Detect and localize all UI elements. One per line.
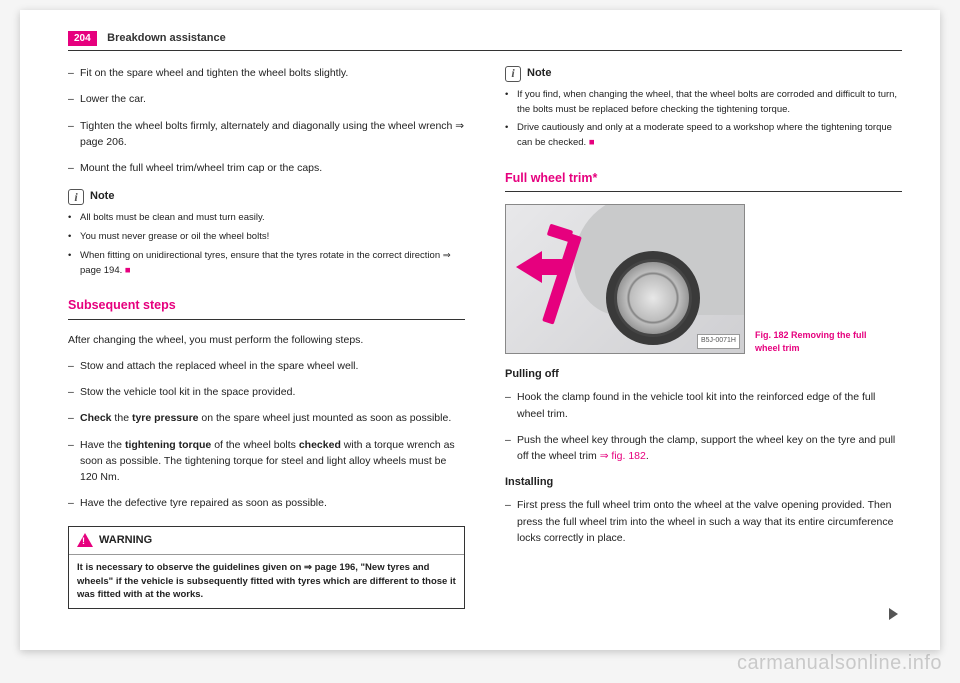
content-columns: – Fit on the spare wheel and tighten the… (68, 65, 902, 609)
left-column: – Fit on the spare wheel and tighten the… (68, 65, 465, 609)
dash-icon: – (68, 118, 80, 151)
bullet-icon: • (505, 88, 517, 117)
step-item: – Have the tightening torque of the whee… (68, 437, 465, 486)
page-title: Breakdown assistance (107, 32, 226, 44)
dash-icon: – (68, 160, 80, 176)
subheading: Pulling off (505, 366, 902, 383)
step-item: – Lower the car. (68, 91, 465, 107)
wheel-shape (614, 259, 692, 337)
bullet-icon: • (68, 230, 80, 245)
note-header: i Note (505, 65, 902, 82)
note-text: If you find, when changing the wheel, th… (517, 88, 902, 117)
step-item: – Push the wheel key through the clamp, … (505, 432, 902, 465)
step-text: Stow the vehicle tool kit in the space p… (80, 384, 295, 400)
dash-icon: – (505, 497, 517, 546)
note-text: When fitting on unidirectional tyres, en… (80, 249, 465, 278)
warning-label: WARNING (99, 532, 152, 549)
step-text: Tighten the wheel bolts firmly, alternat… (80, 118, 465, 151)
bullet-icon: • (68, 249, 80, 278)
warning-body: It is necessary to observe the guideline… (69, 555, 464, 608)
arrow-left-icon (516, 251, 542, 283)
step-item: – Stow and attach the replaced wheel in … (68, 358, 465, 374)
step-item: – Tighten the wheel bolts firmly, altern… (68, 118, 465, 151)
continue-arrow-icon (889, 608, 898, 620)
intro-text: After changing the wheel, you must perfo… (68, 332, 465, 348)
bullet-icon: • (505, 121, 517, 150)
step-item: – Stow the vehicle tool kit in the space… (68, 384, 465, 400)
step-text: Hook the clamp found in the vehicle tool… (517, 389, 902, 422)
figure-caption: Fig. 182 Removing the full wheel trim (755, 329, 867, 354)
step-item: – Have the defective tyre repaired as so… (68, 495, 465, 511)
dash-icon: – (68, 358, 80, 374)
note-item: • You must never grease or oil the wheel… (68, 230, 465, 245)
step-item: – Check the tyre pressure on the spare w… (68, 410, 465, 426)
figure-row: B5J-0071H Fig. 182 Removing the full whe… (505, 204, 902, 354)
note-item: • If you find, when changing the wheel, … (505, 88, 902, 117)
note-label: Note (527, 65, 551, 82)
note-label: Note (90, 188, 114, 205)
wrench-handle-shape (547, 224, 574, 243)
warning-header: WARNING (69, 527, 464, 555)
page-header: 204 Breakdown assistance (68, 28, 902, 51)
right-column: i Note • If you find, when changing the … (505, 65, 902, 609)
figure-image: B5J-0071H (505, 204, 745, 354)
step-item: – Hook the clamp found in the vehicle to… (505, 389, 902, 422)
note-item: • When fitting on unidirectional tyres, … (68, 249, 465, 278)
note-item: • Drive cautiously and only at a moderat… (505, 121, 902, 150)
step-text: Push the wheel key through the clamp, su… (517, 432, 902, 465)
watermark: carmanualsonline.info (737, 652, 942, 675)
section-rule (68, 319, 465, 320)
step-item: – Fit on the spare wheel and tighten the… (68, 65, 465, 81)
bullet-icon: • (68, 211, 80, 226)
page-number: 204 (68, 31, 97, 46)
page: 204 Breakdown assistance – Fit on the sp… (20, 10, 940, 650)
section-title: Full wheel trim* (505, 169, 902, 188)
step-text: Have the defective tyre repaired as soon… (80, 495, 327, 511)
dash-icon: – (505, 389, 517, 422)
note-text: Drive cautiously and only at a moderate … (517, 121, 902, 150)
note-item: • All bolts must be clean and must turn … (68, 211, 465, 226)
info-icon: i (505, 66, 521, 82)
figure-code: B5J-0071H (697, 334, 740, 349)
step-text: Check the tyre pressure on the spare whe… (80, 410, 451, 426)
dash-icon: – (68, 410, 80, 426)
dash-icon: – (68, 384, 80, 400)
section-rule (505, 191, 902, 192)
note-text: You must never grease or oil the wheel b… (80, 230, 269, 245)
step-text: Mount the full wheel trim/wheel trim cap… (80, 160, 322, 176)
step-text: First press the full wheel trim onto the… (517, 497, 902, 546)
step-item: – Mount the full wheel trim/wheel trim c… (68, 160, 465, 176)
figure-reference: ⇒ fig. 182 (600, 450, 646, 462)
warning-box: WARNING It is necessary to observe the g… (68, 526, 465, 609)
end-mark-icon: ■ (125, 265, 131, 276)
step-item: – First press the full wheel trim onto t… (505, 497, 902, 546)
note-header: i Note (68, 188, 465, 205)
note-text: All bolts must be clean and must turn ea… (80, 211, 265, 226)
dash-icon: – (68, 91, 80, 107)
section-title: Subsequent steps (68, 296, 465, 315)
dash-icon: – (68, 495, 80, 511)
step-text: Have the tightening torque of the wheel … (80, 437, 465, 486)
info-icon: i (68, 189, 84, 205)
dash-icon: – (505, 432, 517, 465)
step-text: Stow and attach the replaced wheel in th… (80, 358, 358, 374)
end-mark-icon: ■ (589, 137, 595, 148)
warning-triangle-icon (77, 533, 93, 547)
dash-icon: – (68, 437, 80, 486)
subheading: Installing (505, 474, 902, 491)
dash-icon: – (68, 65, 80, 81)
step-text: Fit on the spare wheel and tighten the w… (80, 65, 348, 81)
step-text: Lower the car. (80, 91, 146, 107)
